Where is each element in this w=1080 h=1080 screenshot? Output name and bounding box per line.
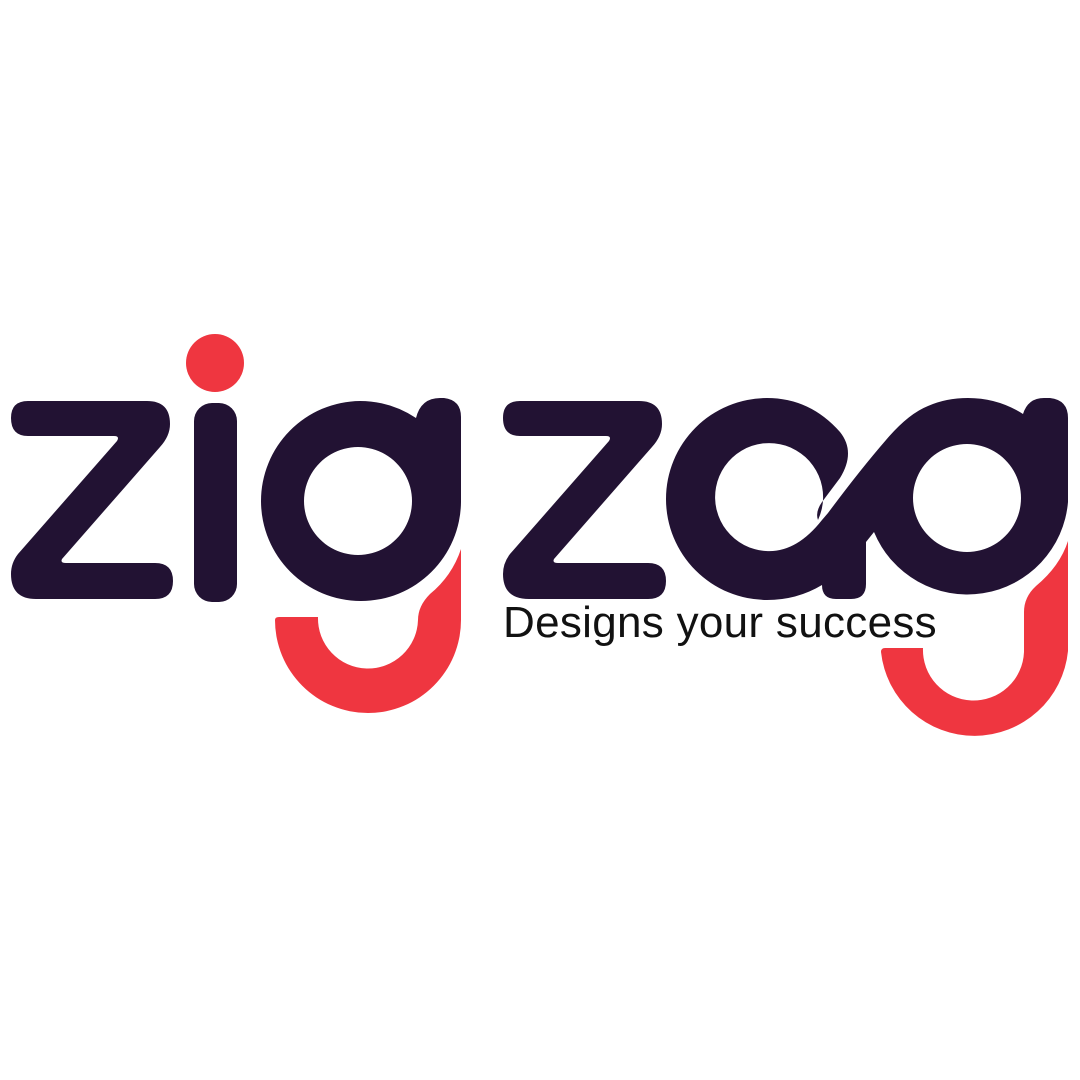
letter-z-second — [503, 401, 666, 599]
letter-i-dot — [186, 334, 244, 392]
letter-g-second-descender — [881, 541, 1068, 736]
letter-g-first-descender — [275, 549, 461, 713]
letter-i-stem — [194, 403, 237, 602]
tagline: Designs your success — [503, 598, 937, 647]
letter-z-first — [11, 401, 173, 599]
letter-g-first-bowl — [261, 398, 461, 601]
letter-a-bowl — [666, 398, 1068, 600]
